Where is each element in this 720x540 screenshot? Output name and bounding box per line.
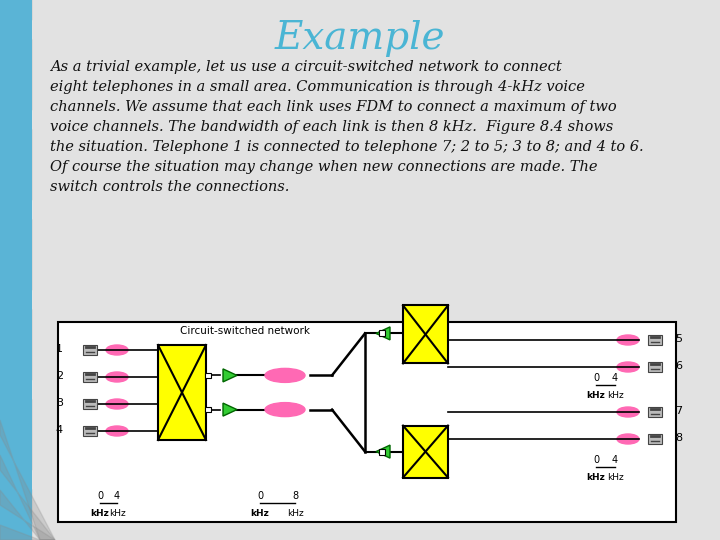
Ellipse shape: [106, 399, 128, 409]
Text: 3: 3: [56, 398, 63, 408]
Polygon shape: [223, 369, 237, 382]
Text: 2: 2: [56, 371, 63, 381]
Bar: [648, 407, 662, 417]
Polygon shape: [0, 470, 32, 540]
Bar: [205, 407, 211, 412]
Ellipse shape: [265, 403, 305, 416]
Text: 0: 0: [97, 491, 103, 501]
Bar: [83, 372, 97, 382]
Bar: [648, 335, 662, 345]
Bar: [648, 362, 662, 372]
Ellipse shape: [617, 335, 639, 345]
Text: kHz: kHz: [91, 509, 109, 518]
Text: kHz: kHz: [607, 473, 624, 482]
Ellipse shape: [265, 368, 305, 382]
Text: kHz: kHz: [287, 509, 303, 518]
Text: 4: 4: [612, 373, 618, 383]
Polygon shape: [376, 327, 390, 340]
Text: kHz: kHz: [587, 473, 606, 482]
Bar: [0, 0, 32, 540]
Bar: [403, 306, 448, 363]
Text: kHz: kHz: [109, 509, 125, 518]
Text: 8: 8: [675, 433, 682, 443]
Bar: [648, 434, 662, 444]
Polygon shape: [0, 420, 55, 540]
Ellipse shape: [106, 372, 128, 382]
Bar: [83, 399, 97, 409]
Text: 0: 0: [593, 373, 599, 383]
Polygon shape: [0, 455, 55, 540]
Bar: [379, 449, 385, 455]
Text: 1: 1: [56, 344, 63, 354]
Text: 6: 6: [675, 361, 682, 371]
Text: kHz: kHz: [251, 509, 269, 518]
Polygon shape: [0, 110, 32, 200]
Text: 7: 7: [675, 406, 682, 416]
Bar: [83, 426, 97, 436]
Ellipse shape: [617, 362, 639, 372]
Bar: [205, 373, 211, 378]
Polygon shape: [0, 525, 55, 540]
Polygon shape: [0, 290, 32, 380]
Text: 0: 0: [593, 455, 599, 465]
Text: kHz: kHz: [587, 391, 606, 400]
Text: Example: Example: [275, 20, 445, 57]
Text: 4: 4: [56, 425, 63, 435]
Polygon shape: [0, 490, 55, 540]
Text: kHz: kHz: [607, 391, 624, 400]
Polygon shape: [0, 0, 32, 20]
Polygon shape: [0, 380, 32, 470]
Ellipse shape: [106, 345, 128, 355]
Text: 8: 8: [292, 491, 298, 501]
Polygon shape: [223, 403, 237, 416]
Text: As a trivial example, let us use a circuit-switched network to connect
eight tel: As a trivial example, let us use a circu…: [50, 60, 644, 194]
Text: 0: 0: [257, 491, 263, 501]
Bar: [379, 330, 385, 336]
Polygon shape: [0, 20, 32, 110]
Text: 4: 4: [612, 455, 618, 465]
Ellipse shape: [617, 434, 639, 444]
Text: 5: 5: [675, 334, 682, 344]
Bar: [403, 426, 448, 477]
Text: Circuit-switched network: Circuit-switched network: [180, 326, 310, 336]
Bar: [158, 345, 206, 440]
Ellipse shape: [617, 407, 639, 417]
Bar: [58, 322, 676, 522]
Polygon shape: [376, 445, 390, 458]
Text: 4: 4: [114, 491, 120, 501]
Polygon shape: [0, 200, 32, 290]
Ellipse shape: [106, 426, 128, 436]
Bar: [83, 345, 97, 355]
